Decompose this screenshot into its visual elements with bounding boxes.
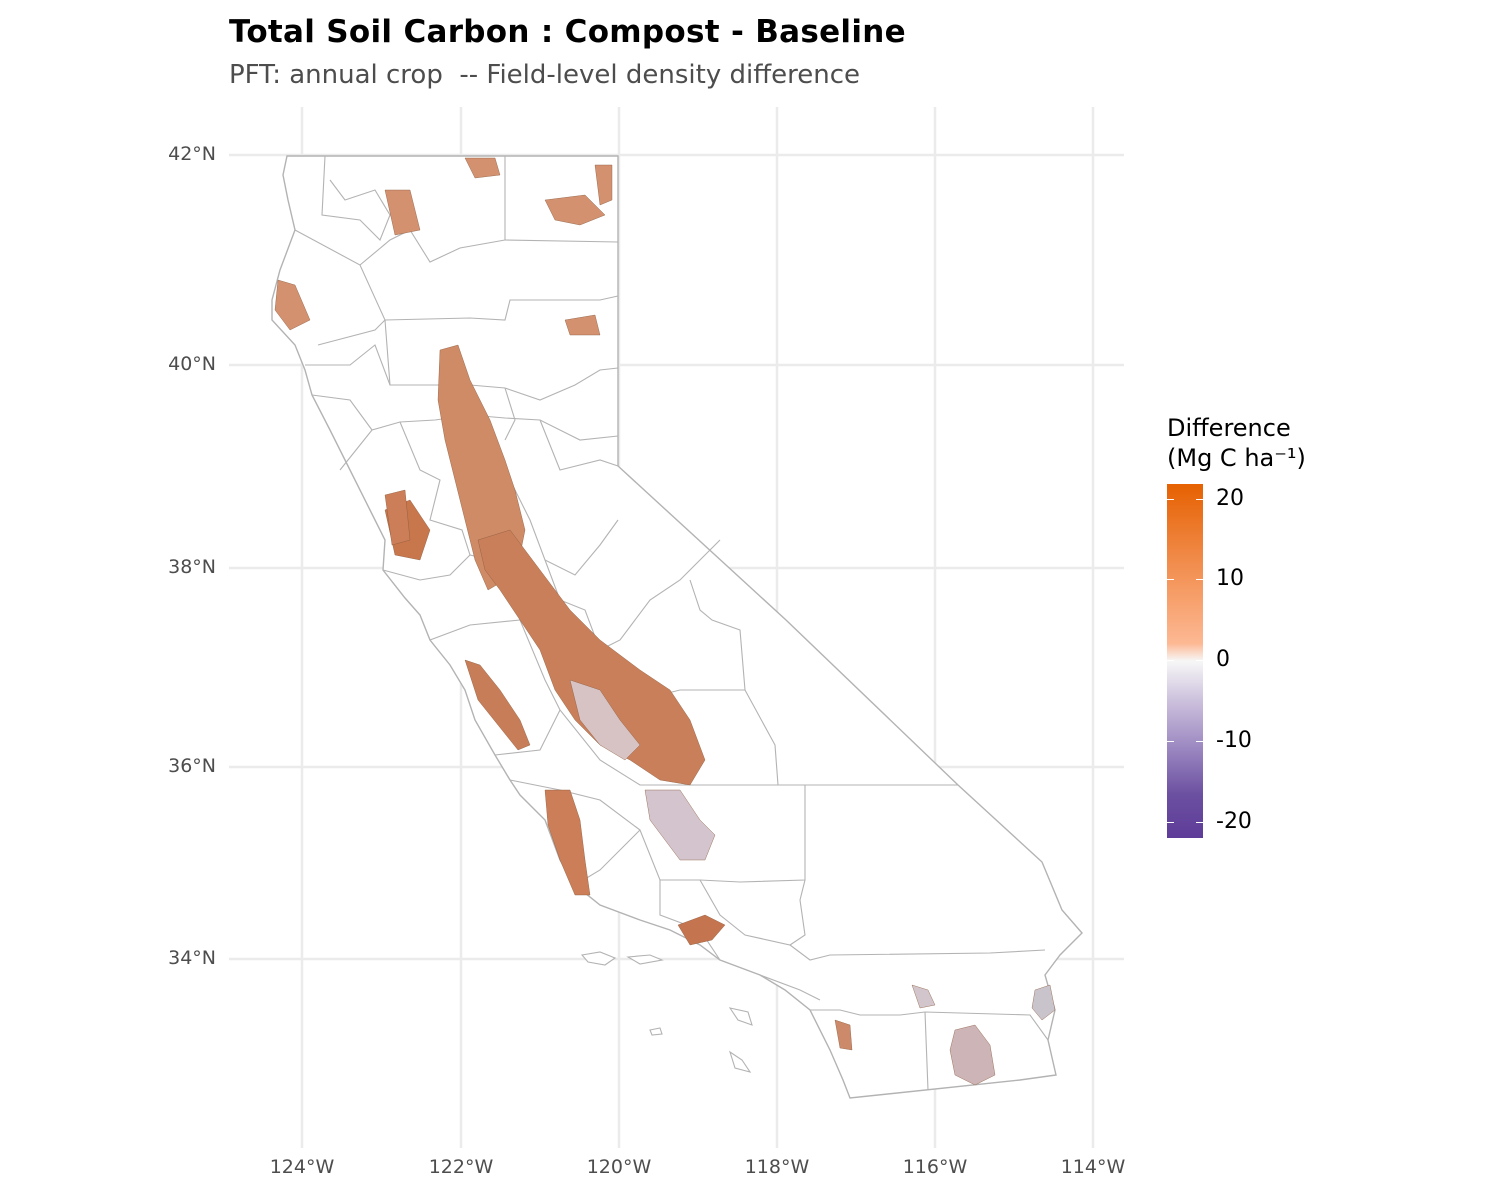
blythe-fields [1031, 984, 1056, 1021]
san-joaquin-valley-fields [477, 529, 706, 786]
legend-tick-neg20: -20 [1216, 809, 1252, 834]
y-tick-40n: 40°N [168, 353, 216, 375]
x-tick-120w: 120°W [586, 1156, 652, 1178]
sonoma-fields [384, 489, 411, 546]
modoc-fields [594, 164, 613, 206]
x-tick-116w: 116°W [902, 1156, 968, 1178]
legend-tick-10: 10 [1216, 566, 1244, 591]
central-coast-fields [544, 789, 591, 896]
legend-title-line2: (Mg C ha⁻¹) [1167, 444, 1306, 472]
lassen-fields [564, 314, 601, 336]
y-tick-42n: 42°N [168, 143, 216, 165]
tulare-fields [569, 679, 641, 761]
coachella-fields [911, 984, 936, 1009]
california-outline [271, 155, 1083, 1099]
legend-title-line1: Difference [1167, 414, 1291, 442]
salinas-fields [464, 659, 531, 751]
imperial-fields [949, 1024, 996, 1086]
humboldt-fields [274, 279, 311, 331]
siskiyou-fields [464, 157, 501, 179]
y-tick-36n: 36°N [168, 755, 216, 777]
x-tick-124w: 124°W [269, 1156, 335, 1178]
oxnard-fields [677, 914, 726, 946]
x-tick-118w: 118°W [744, 1156, 810, 1178]
kern-fields [644, 789, 716, 861]
y-tick-38n: 38°N [168, 556, 216, 578]
field-patches [274, 157, 1056, 1086]
legend-colorbar [1167, 484, 1203, 838]
x-tick-114w: 114°W [1060, 1156, 1126, 1178]
san-diego-fields [834, 1019, 853, 1051]
legend-tick-0: 0 [1216, 647, 1230, 672]
x-tick-122w: 122°W [428, 1156, 494, 1178]
channel-islands [580, 951, 753, 1073]
scott-valley-fields [384, 189, 421, 236]
legend-title: Difference (Mg C ha⁻¹) [1167, 413, 1306, 473]
legend-tick-neg10: -10 [1216, 728, 1252, 753]
klamath-fields [544, 194, 606, 226]
y-tick-34n: 34°N [168, 947, 216, 969]
legend-tick-20: 20 [1216, 486, 1244, 511]
chart-title: Total Soil Carbon : Compost - Baseline [229, 14, 906, 50]
chart-subtitle: PFT: annual crop -- Field-level density … [229, 60, 860, 90]
